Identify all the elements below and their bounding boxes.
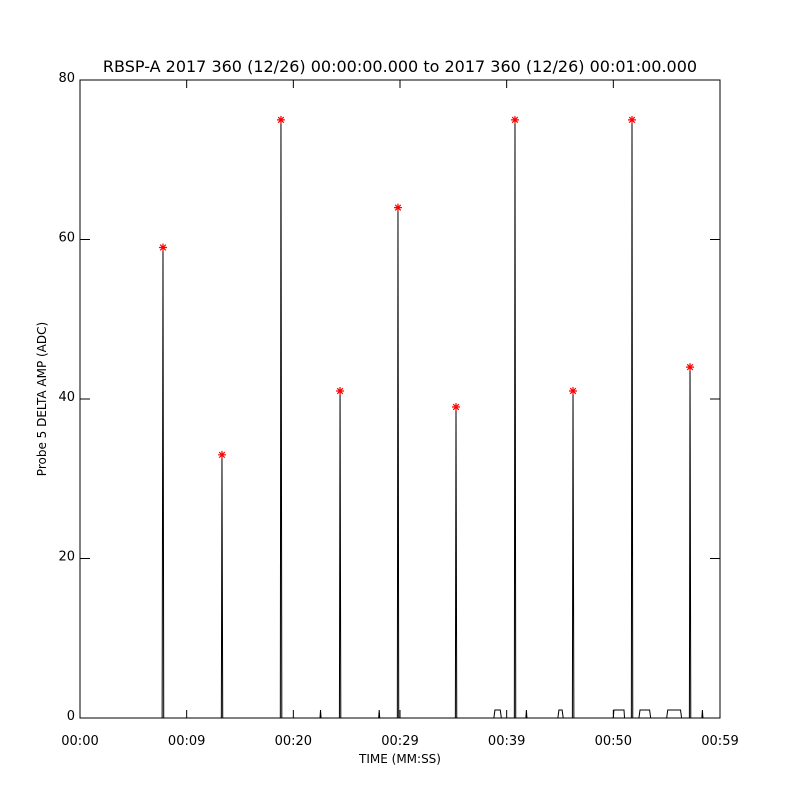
peak-marker — [276, 115, 285, 124]
peak-marker — [569, 387, 578, 396]
y-tick-label: 80 — [58, 71, 75, 86]
x-tick-label: 00:59 — [701, 734, 738, 749]
peak-marker — [336, 387, 345, 396]
signal-line — [80, 119, 720, 719]
peak-marker — [393, 203, 402, 212]
x-tick-label: 00:39 — [488, 734, 525, 749]
peak-marker — [628, 115, 636, 124]
peak-marker — [510, 115, 519, 124]
x-tick-label: 00:09 — [168, 734, 205, 749]
x-tick-label: 00:29 — [381, 734, 418, 749]
y-tick-label: 20 — [58, 550, 75, 565]
y-tick-label: 0 — [67, 709, 75, 724]
x-tick-label: 00:50 — [595, 734, 632, 749]
y-axis-label: Probe 5 DELTA AMP (ADC) — [35, 322, 49, 476]
x-tick-label: 00:20 — [275, 734, 312, 749]
x-tick-label: 00:00 — [61, 734, 98, 749]
peak-marker — [452, 402, 460, 411]
y-tick-label: 40 — [58, 390, 75, 405]
x-axis-label: TIME (MM:SS) — [358, 752, 441, 766]
y-tick-label: 60 — [58, 231, 75, 246]
peak-marker — [158, 243, 167, 252]
peak-marker — [686, 363, 695, 372]
chart-title: RBSP-A 2017 360 (12/26) 00:00:00.000 to … — [103, 57, 697, 76]
peak-marker — [217, 450, 226, 459]
